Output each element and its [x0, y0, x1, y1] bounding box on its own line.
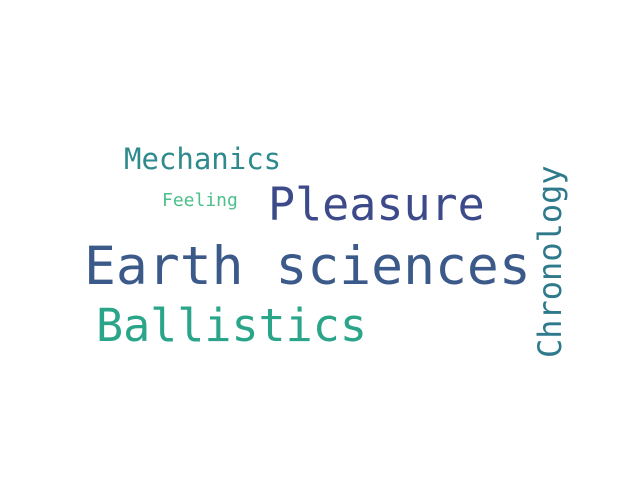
word-chronology: Chronology [531, 165, 569, 358]
word-mechanics: Mechanics [124, 142, 282, 176]
word-ballistics: Ballistics [96, 299, 367, 352]
word-earth-sciences: Earth sciences [84, 236, 531, 297]
word-feeling: Feeling [162, 190, 238, 211]
word-pleasure: Pleasure [268, 178, 485, 231]
